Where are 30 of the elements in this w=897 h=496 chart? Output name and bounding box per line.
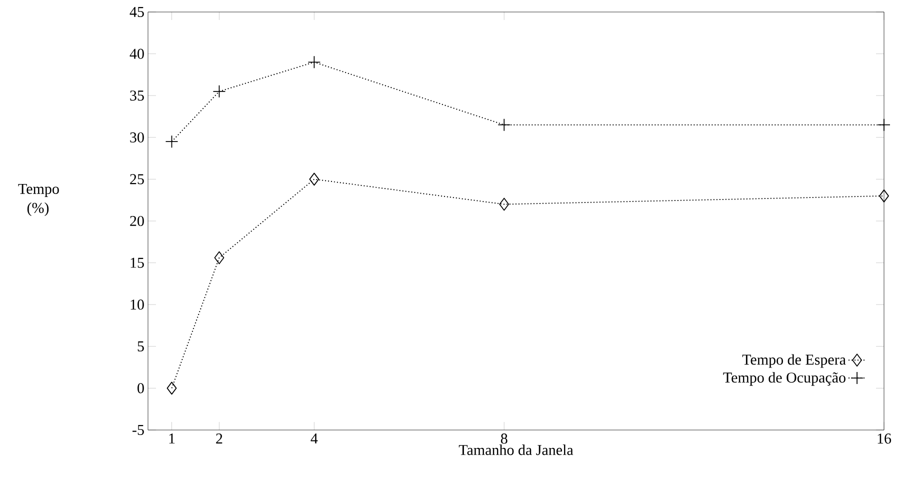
y-tick-label: 20	[130, 216, 144, 226]
point	[878, 118, 890, 132]
legend-label: Tempo de Ocupação	[723, 372, 846, 386]
x-tick-label: 1	[169, 434, 175, 444]
point	[308, 56, 321, 69]
x-tick-label: 2	[216, 434, 222, 444]
y-tick-label: 25	[130, 174, 144, 184]
point	[309, 172, 320, 186]
point	[498, 118, 511, 132]
x-tick-label: 8	[500, 434, 508, 444]
y-axis-title: Tempo (%)	[18, 184, 59, 216]
y-tick-label: 40	[130, 48, 144, 59]
y-tick-label: -5	[132, 425, 144, 435]
point	[165, 135, 178, 148]
y-tick-label: 35	[130, 90, 144, 101]
point	[166, 382, 177, 395]
y-tick-label: 15	[130, 258, 144, 268]
point	[499, 198, 510, 211]
point	[214, 251, 224, 264]
x-tick-label: 4	[310, 434, 318, 444]
point	[212, 84, 226, 98]
y-tick-label: 5	[138, 341, 144, 352]
x-axis-title: Tamanho da Janela	[458, 444, 574, 456]
y-tick-label: 30	[130, 132, 144, 142]
y-tick-label: 0	[138, 383, 144, 394]
legend-label: Tempo de Espera	[742, 354, 846, 368]
y-tick-label: 10	[130, 300, 144, 310]
x-tick-label: 16	[878, 434, 892, 444]
y-tick-label: 45	[130, 6, 144, 18]
point	[879, 189, 889, 202]
